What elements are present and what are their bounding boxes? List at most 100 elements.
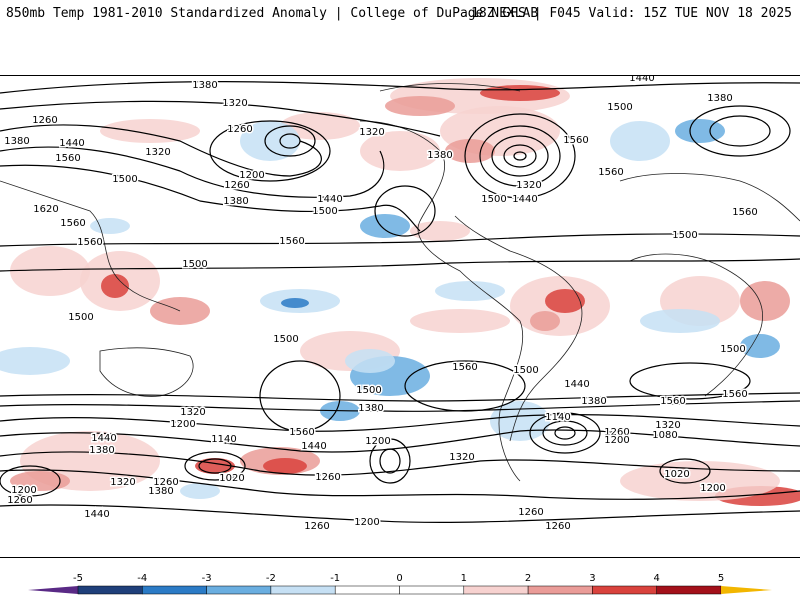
contour-label: 1320: [110, 477, 135, 488]
contour-label: 1260: [7, 495, 32, 506]
contour-label-halo: 1260: [518, 507, 543, 518]
contour-label-halo: 1380: [581, 396, 606, 407]
contour-label: 1500: [112, 174, 137, 185]
contour-label-halo: 1440: [301, 441, 326, 452]
contour-label-halo: 1320: [110, 477, 135, 488]
contour-label-halo: 1440: [91, 433, 116, 444]
contour-label: 1440: [84, 509, 109, 520]
colorbar-segment: [592, 585, 657, 595]
contour-label: 1380: [358, 403, 383, 414]
contour-label-halo: 1320: [222, 98, 247, 109]
contour-label: 1200: [365, 436, 390, 447]
contour-label-halo: 1260: [545, 521, 570, 532]
colorbar-tick-label: 2: [525, 573, 531, 584]
contour-label: 1500: [481, 194, 506, 205]
contour-label: 1260: [227, 124, 252, 135]
contour-label-halo: 1200: [604, 435, 629, 446]
contour-label: 1380: [192, 80, 217, 91]
contour-label-halo: 1380: [148, 486, 173, 497]
contour-label-halo: 1260: [315, 472, 340, 483]
contour-label-halo: 1500: [312, 206, 337, 217]
contour-label: 1560: [55, 153, 80, 164]
contour-label-halo: 1440: [317, 194, 342, 205]
contour-label: 1380: [581, 396, 606, 407]
contour-label: 1500: [356, 385, 381, 396]
colorbar-tick-label: 4: [654, 573, 660, 584]
contour-label: 1260: [518, 507, 543, 518]
contour-label-halo: 1140: [545, 412, 570, 423]
contour-label: 1140: [211, 434, 236, 445]
colorbar-tick-label: -2: [266, 573, 276, 584]
contour-label: 1500: [513, 365, 538, 376]
contour-label-halo: 1200: [354, 517, 379, 528]
contour-label: 1260: [315, 472, 340, 483]
contour-label-halo: 1440: [512, 194, 537, 205]
contour-label: 1320: [359, 127, 384, 138]
contour-label: 1320: [655, 420, 680, 431]
contour-label: 1200: [11, 485, 36, 496]
contour-label: 1320: [145, 147, 170, 158]
contour-label: 1260: [153, 477, 178, 488]
contour-label: 1200: [239, 170, 264, 181]
contour-label: 1200: [700, 483, 725, 494]
contour-label: 1020: [664, 469, 689, 480]
contour-label-halo: 1560: [452, 362, 477, 373]
contour-label: 1560: [563, 135, 588, 146]
contour-label: 1260: [545, 521, 570, 532]
contour-label: 1260: [604, 427, 629, 438]
contour-label: 1440: [512, 194, 537, 205]
contour-label-halo: 1380: [4, 136, 29, 147]
model-run-info: 18Z GFS | F045 Valid: 15Z TUE NOV 18 202…: [471, 6, 792, 21]
contour-label: 1560: [60, 218, 85, 229]
contour-label: 1260: [32, 115, 57, 126]
contour-label: 1260: [304, 521, 329, 532]
contour-label-halo: 1380: [358, 403, 383, 414]
contour-label-halo: 1500: [672, 230, 697, 241]
contour-label: 1320: [449, 452, 474, 463]
contour-label: 1500: [273, 334, 298, 345]
contour-label-halo: 1560: [55, 153, 80, 164]
colorbar-tick-label: 5: [718, 573, 724, 584]
contour-label: 1440: [564, 379, 589, 390]
contour-label: 1380: [707, 93, 732, 104]
contour-label: 1020: [219, 473, 244, 484]
contour-label-halo: 1500: [607, 102, 632, 113]
contour-label: 1440: [301, 441, 326, 452]
contour-label: 1320: [516, 180, 541, 191]
colorbar-segment: [527, 585, 593, 595]
contour-label-halo: 1320: [655, 420, 680, 431]
contour-label-halo: 1440: [84, 509, 109, 520]
colorbar-segment: [270, 585, 336, 595]
contour-label-halo: 1560: [60, 218, 85, 229]
colorbar-segment: [656, 585, 722, 595]
contour-label-halo: 1320: [516, 180, 541, 191]
contour-label-halo: 1500: [273, 334, 298, 345]
contour-label-halo: 1200: [239, 170, 264, 181]
colorbar-cap-high: [721, 586, 772, 594]
colorbar-tick-label: -3: [202, 573, 212, 584]
contour-label: 1500: [312, 206, 337, 217]
contour-label-halo: 1560: [722, 389, 747, 400]
contour-label: 1560: [279, 236, 304, 247]
contour-label-halo: 1320: [359, 127, 384, 138]
colorbar-tick-label: -5: [73, 573, 83, 584]
contour-label-halo: 1200: [700, 483, 725, 494]
contour-label-halo: 1020: [664, 469, 689, 480]
contour-label: 1560: [732, 207, 757, 218]
colorbar-cap-low: [28, 586, 78, 594]
contour-label: 1200: [170, 419, 195, 430]
contour-label-halo: 1320: [180, 407, 205, 418]
contour-label-halo: 1140: [211, 434, 236, 445]
contour-label: 1500: [607, 102, 632, 113]
colorbar-tick-label: -1: [330, 573, 340, 584]
contour-label: 1440: [59, 138, 84, 149]
anomaly-map: 1380 1380 1320 1320 1260 1260 1260 1260 1380 1380…: [0, 75, 800, 558]
contour-label-halo: 1440: [59, 138, 84, 149]
contour-label-halo: 1200: [365, 436, 390, 447]
contour-label-halo: 1260: [224, 180, 249, 191]
contour-label: 1380: [223, 196, 248, 207]
contour-label-halo: 1500: [513, 365, 538, 376]
contour-label-halo: 1260: [153, 477, 178, 488]
coastlines: [0, 83, 800, 482]
contour-label: 1500: [672, 230, 697, 241]
